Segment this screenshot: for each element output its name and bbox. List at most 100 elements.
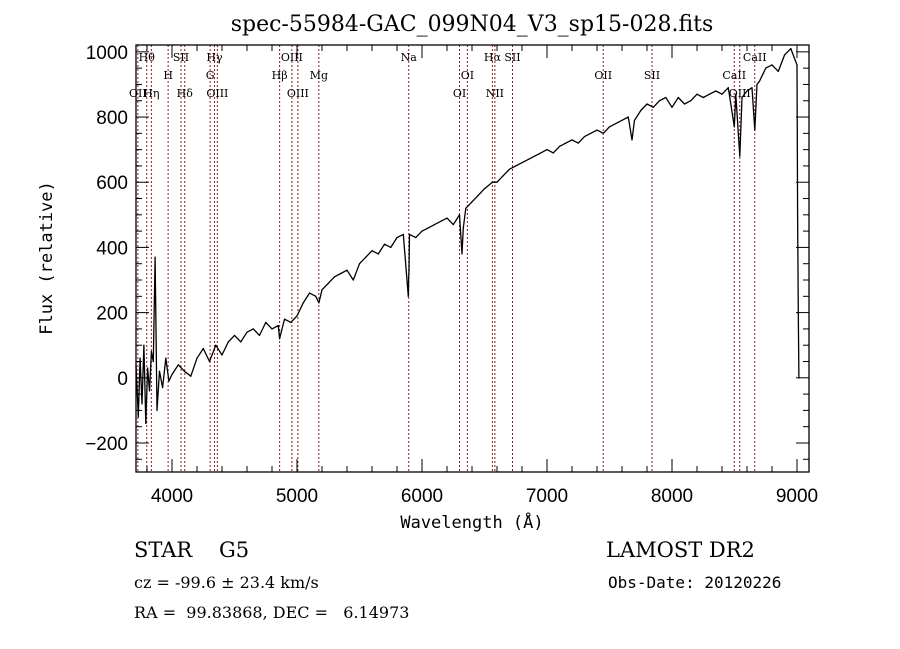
data-point	[143, 344, 145, 346]
data-point	[727, 87, 729, 89]
data-point	[152, 360, 154, 363]
data-point	[783, 54, 786, 56]
data-point	[171, 373, 173, 376]
plot-frame	[135, 44, 810, 473]
data-point	[577, 142, 579, 144]
y-axis-label: Flux (relative)	[37, 181, 57, 335]
x-tick-label: 9000	[776, 486, 818, 507]
data-point	[633, 119, 636, 121]
data-point	[756, 83, 758, 85]
line-markers: HθOIIHηHSIIHδHγGOIIIHβOIIIOIIIMgNaOIOIHα…	[129, 45, 767, 472]
data-point	[515, 165, 517, 167]
data-point	[483, 188, 486, 190]
y-tick-label: 800	[96, 108, 128, 129]
data-point	[168, 380, 170, 382]
data-point	[465, 207, 467, 209]
marker-label-1: OII	[129, 87, 147, 100]
data-point	[758, 80, 761, 82]
data-point	[308, 292, 311, 294]
data-point	[208, 360, 211, 363]
obs-date-label: Obs-Date: 20120226	[608, 573, 782, 592]
data-point	[790, 48, 792, 50]
axes-group: 4000 5000 6000 7000 8000 9000 −200 0 200 400 600 80…	[85, 43, 818, 507]
data-point	[165, 357, 167, 359]
y-tick-label: 1000	[86, 43, 128, 64]
data-point	[558, 145, 561, 147]
data-point	[402, 233, 404, 235]
data-point	[137, 416, 139, 418]
y-tick-label: 0	[117, 369, 128, 390]
data-point	[508, 168, 511, 170]
data-point	[296, 315, 298, 317]
series-group	[135, 47, 801, 425]
x-tick-label: 5000	[276, 486, 318, 507]
redshift-label: cz = -99.6 ± 23.4 km/s	[134, 573, 319, 592]
marker-label-18: SII	[504, 51, 520, 64]
marker-label-0: Hθ	[139, 51, 156, 64]
marker-label-15: OI	[461, 69, 474, 82]
data-point	[496, 181, 498, 183]
y-tick-label: 200	[96, 304, 128, 325]
data-point	[640, 109, 642, 112]
data-point	[565, 142, 567, 144]
data-point	[252, 328, 254, 330]
data-point	[683, 103, 686, 105]
marker-label-22: OIII	[729, 87, 751, 100]
data-point	[141, 403, 143, 405]
data-point	[240, 341, 242, 343]
survey-label: LAMOST DR2	[606, 538, 755, 562]
data-point	[440, 220, 442, 222]
x-tick-label: 6000	[401, 486, 443, 507]
data-point	[148, 390, 151, 392]
marker-label-5: Hδ	[177, 87, 194, 100]
data-point	[583, 136, 586, 138]
data-point	[546, 149, 548, 151]
data-point	[315, 295, 317, 297]
data-point	[571, 139, 573, 141]
data-point	[771, 64, 773, 66]
data-point	[458, 214, 461, 216]
data-point	[608, 126, 611, 128]
y-tick-label: 400	[96, 238, 128, 259]
data-point	[615, 123, 617, 125]
data-point	[145, 422, 147, 424]
data-point	[147, 367, 149, 369]
data-point	[652, 106, 654, 108]
marker-label-10: OIII	[281, 51, 303, 64]
data-point	[279, 338, 281, 340]
data-point	[271, 328, 273, 330]
data-point	[665, 96, 667, 99]
data-point	[477, 194, 479, 196]
data-point	[446, 217, 448, 219]
data-point	[797, 214, 799, 216]
data-point	[183, 370, 186, 372]
data-point	[754, 129, 756, 131]
data-point	[765, 67, 767, 69]
data-point	[415, 237, 417, 239]
data-point	[677, 96, 679, 99]
data-point	[340, 272, 342, 275]
y-tick-label: −200	[85, 434, 128, 455]
data-point	[346, 269, 348, 271]
data-point	[631, 139, 633, 141]
object-class-label: STAR G5	[134, 538, 249, 562]
data-point	[696, 93, 698, 95]
data-point	[540, 152, 542, 154]
data-point	[590, 132, 592, 134]
data-point	[733, 126, 735, 128]
data-point	[352, 279, 354, 281]
data-point	[302, 302, 304, 304]
y-tick-label: 600	[96, 173, 128, 194]
data-point	[427, 227, 429, 229]
marker-label-7: G	[206, 69, 215, 82]
data-point	[533, 155, 536, 157]
x-tick-label: 7000	[526, 486, 568, 507]
data-point	[162, 387, 164, 389]
x-tick-label: 4000	[151, 486, 193, 507]
marker-label-19: OII	[594, 69, 612, 82]
data-point	[358, 263, 361, 265]
data-point	[318, 302, 320, 304]
data-point	[721, 93, 723, 95]
marker-label-16: Hα	[484, 51, 502, 64]
